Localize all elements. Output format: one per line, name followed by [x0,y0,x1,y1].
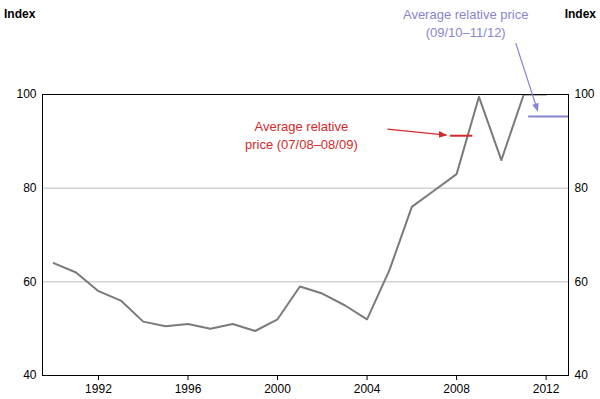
svg-text:60: 60 [23,275,37,289]
svg-text:Index: Index [4,7,36,21]
svg-text:2004: 2004 [354,382,381,396]
svg-text:40: 40 [575,368,589,382]
svg-text:60: 60 [575,275,589,289]
svg-text:1996: 1996 [175,382,202,396]
svg-text:1992: 1992 [85,382,112,396]
svg-text:40: 40 [23,368,37,382]
svg-text:2012: 2012 [533,382,560,396]
svg-text:80: 80 [575,181,589,195]
svg-text:Average relativeprice (07/08–0: Average relativeprice (07/08–08/09) [245,119,358,152]
svg-text:2008: 2008 [443,382,470,396]
svg-text:80: 80 [23,181,37,195]
svg-text:100: 100 [575,87,595,101]
svg-text:2000: 2000 [264,382,291,396]
svg-text:Average relative price(09/10–1: Average relative price(09/10–11/12) [403,7,529,40]
svg-text:Index: Index [565,7,597,21]
svg-text:100: 100 [16,87,36,101]
